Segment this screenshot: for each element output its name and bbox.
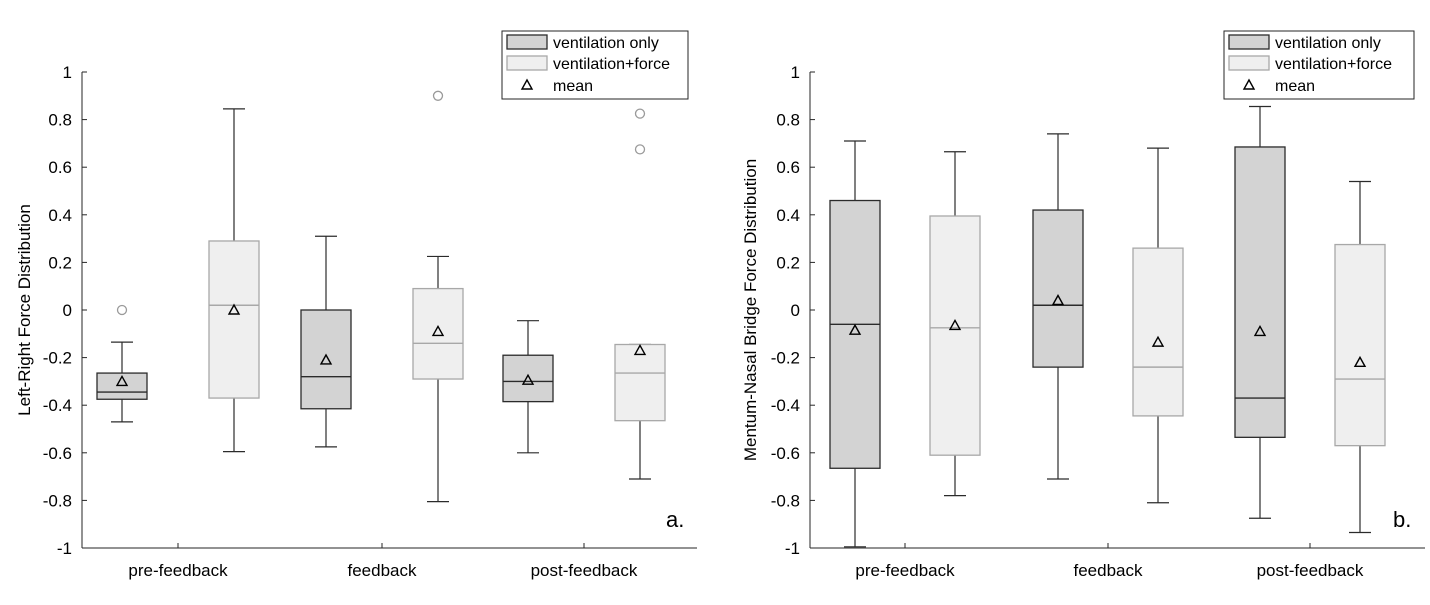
outlier-point bbox=[634, 108, 646, 119]
legend-label-ventilation-only: ventilation only bbox=[553, 35, 659, 52]
legend-label-ventilation-force: ventilation+force bbox=[1275, 56, 1392, 73]
iqr-box bbox=[1234, 146, 1286, 438]
panel-label: a. bbox=[666, 507, 684, 532]
panel-a: -1 -0.8 -0.6 -0.4 -0.2 0 0.2 0.4 0.6 0.8 1 pre-feed… bbox=[15, 30, 697, 580]
y-tick-label: 0.2 bbox=[48, 253, 72, 272]
iqr-box bbox=[502, 354, 554, 403]
mean-marker bbox=[227, 303, 241, 315]
y-tick-label: 0.2 bbox=[776, 253, 800, 272]
legend-swatch-ventilation-only bbox=[1228, 34, 1270, 50]
x-tick-label: post-feedback bbox=[531, 561, 638, 580]
y-tick-label: 0 bbox=[63, 301, 72, 320]
x-tick-label: feedback bbox=[348, 561, 417, 580]
mean-marker bbox=[1051, 294, 1065, 306]
iqr-box bbox=[614, 343, 666, 422]
box-ventilation-force-pre-feedback bbox=[208, 108, 260, 453]
y-tick-label: -1 bbox=[785, 539, 800, 558]
outlier-point bbox=[116, 304, 128, 316]
iqr-box bbox=[1132, 247, 1184, 417]
mean-marker bbox=[431, 324, 445, 337]
legend-label-mean: mean bbox=[1275, 78, 1315, 95]
mean-marker bbox=[1253, 324, 1267, 337]
box-ventilation-only-pre-feedback bbox=[96, 304, 148, 423]
iqr-box bbox=[1334, 243, 1386, 447]
box-ventilation-only-feedback bbox=[1032, 133, 1084, 480]
legend: ventilation only ventilation+force mean bbox=[501, 30, 689, 100]
y-tick-label: -0.8 bbox=[43, 491, 72, 510]
legend-swatch-ventilation-force bbox=[1228, 55, 1270, 71]
y-tick-label: 0 bbox=[791, 301, 800, 320]
y-tick-label: 0.8 bbox=[48, 111, 72, 130]
legend-swatch-ventilation-only bbox=[506, 34, 548, 50]
y-tick-label: -0.4 bbox=[43, 396, 72, 415]
mean-marker bbox=[1151, 335, 1165, 347]
y-tick-label: -0.2 bbox=[43, 349, 72, 368]
mean-marker bbox=[115, 374, 129, 387]
outlier-point bbox=[432, 90, 444, 101]
legend-swatch-ventilation-force bbox=[506, 55, 548, 71]
y-tick-label: 0.6 bbox=[776, 158, 800, 177]
outlier-point bbox=[634, 144, 646, 155]
y-tick-label: 0.4 bbox=[48, 206, 72, 225]
iqr-box bbox=[412, 287, 464, 380]
legend-mean-marker bbox=[520, 78, 534, 90]
mean-marker bbox=[1353, 355, 1367, 368]
x-tick-label: pre-feedback bbox=[128, 561, 228, 580]
y-tick-label: -0.8 bbox=[771, 491, 800, 510]
y-tick-label: -0.6 bbox=[771, 444, 800, 463]
y-tick-label: -0.4 bbox=[771, 396, 800, 415]
y-tick-label: -1 bbox=[57, 539, 72, 558]
box-ventilation-only-post-feedback bbox=[502, 320, 554, 454]
legend-label-mean: mean bbox=[553, 78, 593, 95]
mean-marker bbox=[633, 344, 647, 356]
iqr-box bbox=[208, 240, 260, 399]
box-ventilation-force-post-feedback bbox=[614, 108, 666, 480]
iqr-box bbox=[1032, 209, 1084, 368]
box-ventilation-only-post-feedback bbox=[1234, 105, 1286, 519]
box-ventilation-only-feedback bbox=[300, 235, 352, 448]
legend-label-ventilation-force: ventilation+force bbox=[553, 56, 670, 73]
y-tick-label: -0.2 bbox=[771, 349, 800, 368]
box-ventilation-force-pre-feedback bbox=[929, 151, 981, 497]
legend: ventilation only ventilation+force mean bbox=[1223, 30, 1415, 100]
panel-b: -1 -0.8 -0.6 -0.4 -0.2 0 0.2 0.4 0.6 0.8 1 pre-feed… bbox=[741, 30, 1425, 580]
box-ventilation-force-feedback bbox=[1132, 147, 1184, 504]
y-tick-label: 0.6 bbox=[48, 158, 72, 177]
mean-marker bbox=[848, 323, 862, 335]
y-axis-label: Left-Right Force Distribution bbox=[15, 204, 34, 416]
legend-mean-marker bbox=[1242, 78, 1256, 90]
y-axis-label: Mentum-Nasal Bridge Force Distribution bbox=[741, 159, 760, 461]
box-ventilation-only-pre-feedback bbox=[829, 140, 881, 548]
y-tick-label: 1 bbox=[791, 63, 800, 82]
y-tick-label: -0.6 bbox=[43, 444, 72, 463]
legend-label-ventilation-only: ventilation only bbox=[1275, 35, 1381, 52]
x-tick-label: pre-feedback bbox=[855, 561, 955, 580]
y-tick-label: 1 bbox=[63, 63, 72, 82]
panel-label: b. bbox=[1393, 507, 1411, 532]
iqr-box bbox=[929, 215, 981, 456]
y-tick-label: 0.8 bbox=[776, 111, 800, 130]
box-ventilation-force-feedback bbox=[412, 90, 464, 503]
x-tick-label: post-feedback bbox=[1257, 561, 1364, 580]
mean-marker bbox=[319, 353, 333, 365]
mean-marker bbox=[948, 319, 962, 331]
box-ventilation-force-post-feedback bbox=[1334, 180, 1386, 534]
mean-marker bbox=[521, 373, 535, 385]
y-tick-label: 0.4 bbox=[776, 206, 800, 225]
iqr-box bbox=[300, 309, 352, 410]
x-tick-label: feedback bbox=[1074, 561, 1143, 580]
